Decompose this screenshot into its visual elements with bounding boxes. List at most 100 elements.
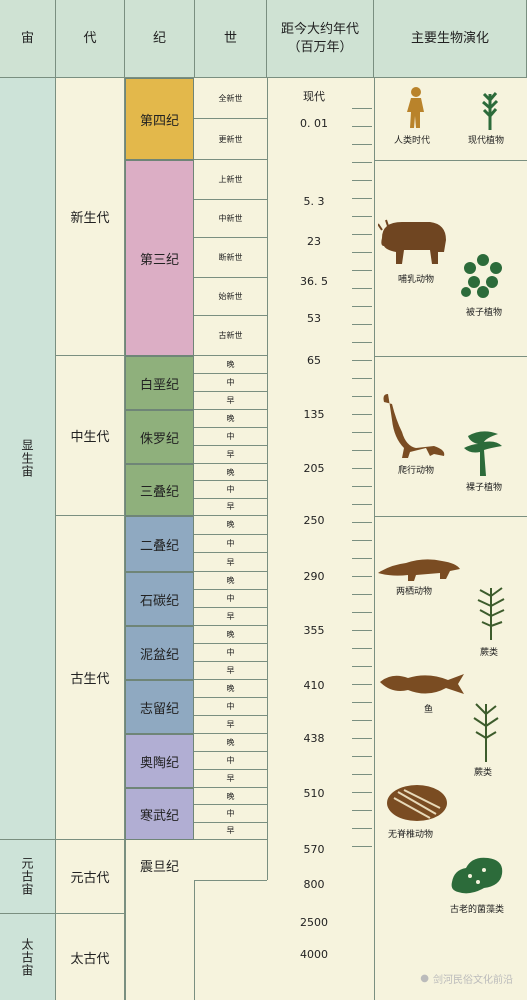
evo-humans-label: 人类时代 [394,136,431,146]
age-tick [352,594,372,595]
header-era: 代 [56,0,125,78]
eon-proterozoic: 元古宙 [0,840,56,914]
age-tick [352,414,372,415]
age-label: 205 [303,462,325,475]
age-tick [352,288,372,289]
age-tick [352,396,372,397]
age-tick [352,306,372,307]
evo-mammals-label: 哺乳动物 [398,275,435,285]
era-mesozoic: 中生代 [56,356,125,516]
epoch-pliocene: 上新世 [194,160,267,200]
age-tick [352,846,372,847]
epoch-middle: 中 [194,428,267,446]
header-age: 距今大约年代 （百万年） [267,0,374,78]
epoch-early: 早 [194,716,267,734]
gymnosperm-icon [464,431,502,476]
evo-fish-label: 鱼 [424,705,434,715]
epoch-late: 晚 [194,356,267,374]
period-tertiary: 第三纪 [125,160,194,356]
era-proterozoic: 元古代 [56,840,125,914]
age-tick [352,270,372,271]
age-tick [352,378,372,379]
evo-invertebrates-label: 无脊椎动物 [388,830,434,840]
mammal-icon [378,219,446,264]
age-label: 现代 [303,90,325,103]
period-devonian: 泥盆纪 [125,626,194,680]
epoch-early: 早 [194,770,267,788]
age-tick [352,702,372,703]
age-label: 5. 3 [303,195,325,208]
wechat-icon: ● [420,973,429,984]
period-jurassic: 侏罗纪 [125,410,194,464]
era-paleozoic: 古生代 [56,516,125,840]
age-tick [352,540,372,541]
age-tick [352,234,372,235]
epoch-early: 早 [194,553,267,572]
age-tick [352,648,372,649]
age-tick [352,792,372,793]
age-tick [352,612,372,613]
epoch-paleocene: 古新世 [194,316,267,356]
fern-icon [473,703,499,762]
period-cretaceous: 白垩纪 [125,356,194,410]
epoch-miocene: 中新世 [194,200,267,238]
epoch-holocene: 全新世 [194,78,267,119]
age-tick [352,756,372,757]
age-tick [352,450,372,451]
human-icon [407,87,424,128]
age-tick [352,324,372,325]
epoch-middle: 中 [194,644,267,662]
age-tick [352,522,372,523]
angiosperm-icon [461,254,502,298]
age-label: 250 [303,514,325,527]
epoch-middle: 中 [194,374,267,392]
evo-amphibians-label: 两栖动物 [396,587,433,597]
age-tick [352,828,372,829]
evo-reptiles-label: 爬行动物 [398,466,435,476]
age-tick [352,468,372,469]
age-label: 36. 5 [300,275,328,288]
period-carboniferous: 石碳纪 [125,572,194,626]
age-label: 53 [307,312,321,325]
age-label: 510 [303,787,325,800]
period-cambrian: 寒武纪 [125,788,194,840]
age-label: 65 [307,354,321,367]
epoch-late: 晚 [194,734,267,752]
age-tick [352,180,372,181]
evo-modern-plants-label: 现代植物 [468,136,505,146]
epoch-early: 早 [194,823,267,840]
epoch-late: 晚 [194,516,267,535]
epoch-early: 早 [194,608,267,626]
epoch-late: 晚 [194,410,267,428]
epoch-early: 早 [194,662,267,680]
age-tick [352,738,372,739]
age-tick [352,720,372,721]
trilobite-icon [387,785,447,821]
age-tick [352,108,372,109]
watermark: ● 剑河民俗文化前沿 [420,971,513,986]
age-label: 410 [303,679,325,692]
period-silurian: 志留纪 [125,680,194,734]
age-label: 800 [303,878,325,891]
age-tick [352,666,372,667]
age-tick [352,576,372,577]
age-tick [352,126,372,127]
age-tick [352,198,372,199]
age-tick [352,558,372,559]
epoch-middle: 中 [194,805,267,823]
age-label: 0. 01 [300,117,328,130]
age-tick [352,774,372,775]
age-tick [352,360,372,361]
amphibian-icon [378,559,460,581]
epoch-late: 晚 [194,626,267,644]
epoch-early: 早 [194,446,267,464]
age-tick [352,810,372,811]
epoch-middle: 中 [194,698,267,716]
epoch-middle: 中 [194,590,267,608]
period-ordovician: 奥陶纪 [125,734,194,788]
age-tick [352,252,372,253]
evo-angiosperms-label: 被子植物 [466,308,503,318]
age-tick [352,684,372,685]
age-label: 135 [303,408,325,421]
age-label: 4000 [300,948,328,961]
